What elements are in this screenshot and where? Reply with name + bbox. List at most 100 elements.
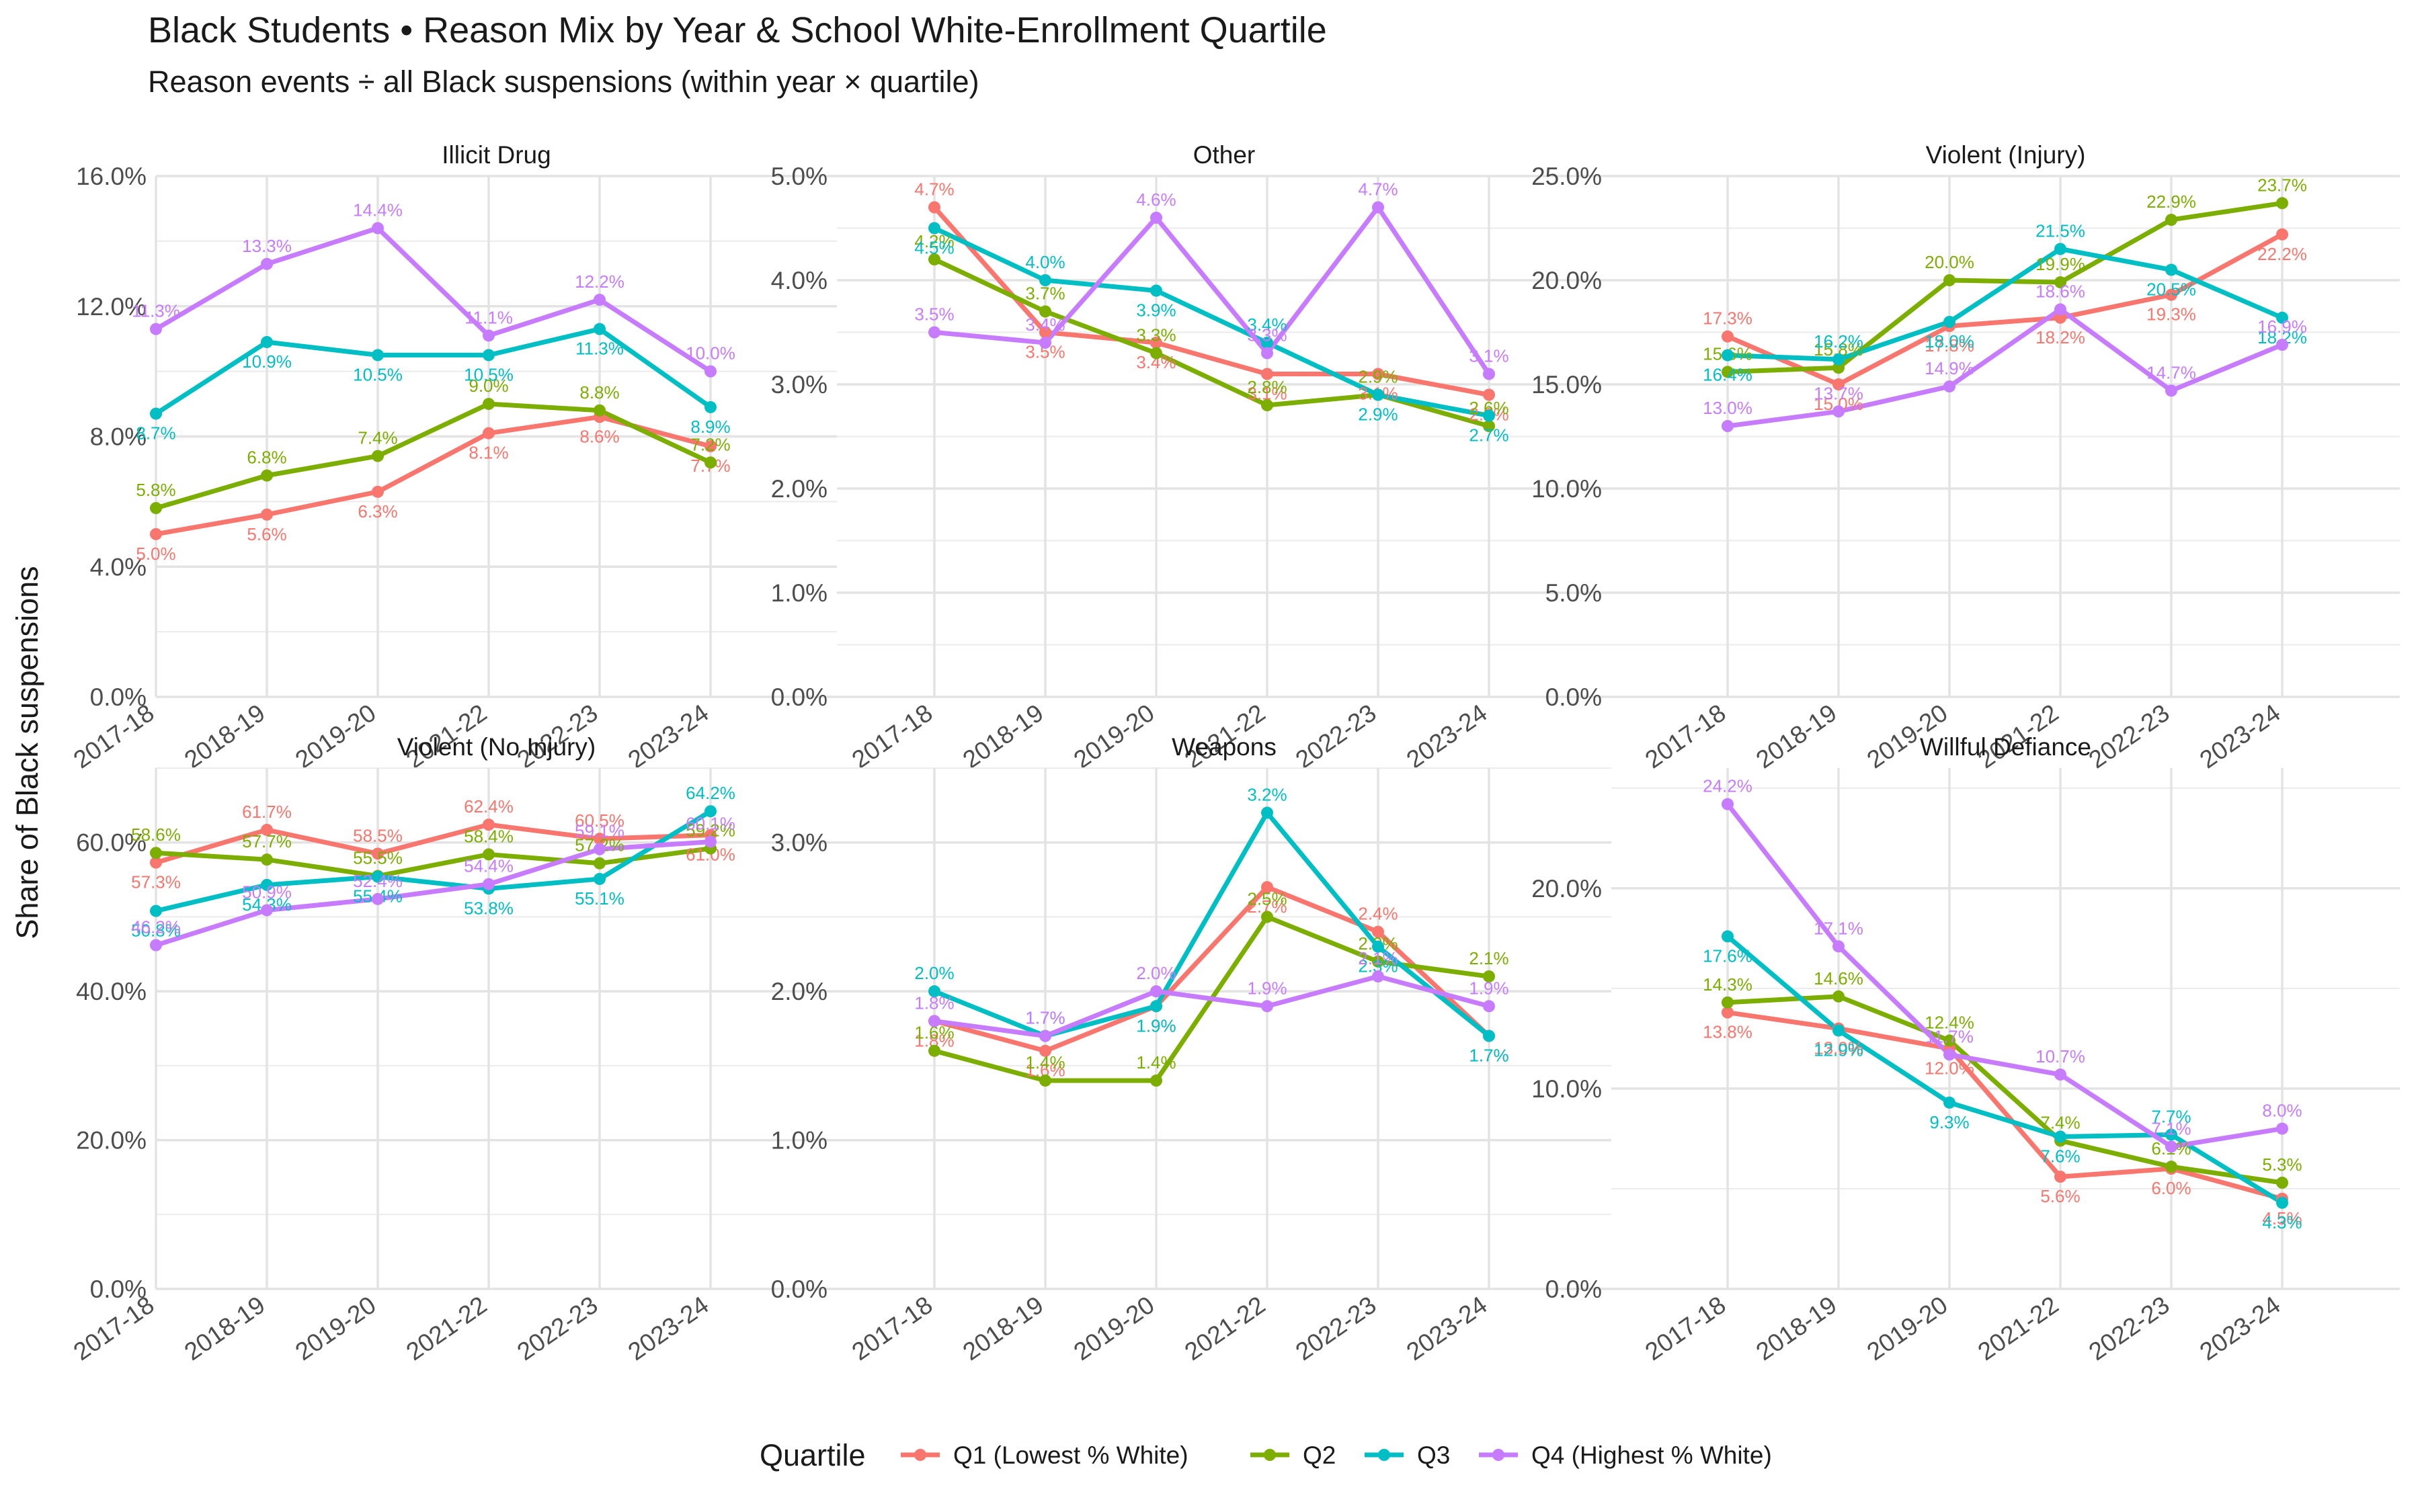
data-label: 14.3% [1703,974,1752,995]
data-point [1483,420,1495,432]
x-tick-label: 2017-18 [1640,699,1731,773]
data-label: 7.6% [2040,1146,2080,1166]
data-label: 17.6% [1703,946,1752,966]
data-point [2054,1068,2066,1081]
facet-label: Willful Defiance [1920,733,2091,761]
data-point [1372,368,1384,380]
data-label: 50.8% [131,921,181,941]
data-point [2054,311,2066,324]
data-point [483,878,495,890]
data-label: 58.6% [131,825,181,845]
data-point [1483,409,1495,422]
data-point [261,853,273,866]
x-tick-label: 2022-23 [2084,699,2175,773]
data-label: 4.3% [2262,1212,2302,1232]
data-label: 55.1% [575,888,624,909]
data-point [1832,405,1845,418]
data-label: 7.4% [358,428,397,448]
data-point [483,398,495,411]
data-label: 1.4% [1025,1052,1065,1073]
data-point [2054,1130,2066,1143]
data-point [1832,378,1845,390]
data-point [483,848,495,861]
data-label: 17.3% [1703,308,1752,329]
series-line-q4-highest-white [153,839,713,948]
data-point [261,878,273,891]
data-label: 1.7% [1469,1046,1508,1066]
series-line-q3 [153,808,713,914]
data-point [261,336,273,349]
series-line-q1-lowest-white [932,205,1492,397]
data-point [1150,337,1162,349]
data-label: 58.5% [353,825,403,845]
data-point [1943,1034,1955,1047]
data-label: 12.0% [1925,1058,1974,1078]
data-point [1483,1030,1495,1042]
y-tick-label: 3.0% [771,829,828,857]
data-label: 2.9% [1358,367,1398,387]
x-tick-label: 2017-18 [1640,1291,1731,1366]
data-point [1150,1075,1162,1087]
data-label: 18.2% [2035,327,2085,347]
data-label: 3.3% [1136,325,1176,345]
data-point [1372,925,1384,938]
x-tick-label: 2022-23 [2084,1291,2175,1366]
data-label: 10.5% [353,364,403,384]
data-point [928,201,940,214]
data-point [2054,276,2066,289]
data-point [1722,349,1734,362]
series-line-q4-highest-white [1725,306,2285,429]
data-point [1150,212,1162,224]
data-point [1722,930,1734,943]
data-label: 7.7% [2151,1106,2191,1126]
y-tick-label: 20.0% [1531,267,1602,294]
y-tick-label: 5.0% [771,163,828,190]
data-label: 4.5% [914,238,954,258]
data-label: 10.7% [2035,1046,2085,1066]
series-line-q1-lowest-white [932,884,1492,1054]
panel-violent-no-injury: 0.0%20.0%40.0%60.0%2017-18 2018-19 2019-20… [69,733,837,1366]
data-point [2276,1177,2288,1189]
data-label: 3.4% [1025,314,1065,335]
data-point [261,508,273,521]
data-label: 7.1% [2151,1118,2191,1138]
x-tick-label: 2019-20 [290,1291,381,1366]
data-point [1722,366,1734,378]
legend-swatch-point [914,1449,926,1461]
data-point [2276,228,2288,241]
facet-label: Violent (No Injury) [397,733,596,761]
y-tick-label: 20.0% [1531,875,1602,902]
y-tick-label: 25.0% [1531,163,1602,190]
data-label: 61.7% [242,802,292,822]
data-point [2276,197,2288,210]
x-tick-label: 2019-20 [290,699,381,773]
data-point [1832,990,1845,1003]
data-label: 23.7% [2257,175,2307,195]
data-point [1483,368,1495,380]
data-point [1039,337,1051,349]
data-point [1372,940,1384,953]
data-point [2165,384,2177,397]
data-label: 3.5% [914,304,954,325]
legend-label: Q3 [1417,1441,1450,1469]
data-label: 4.2% [914,231,954,251]
data-point [1261,881,1273,894]
x-tick-label: 2023-24 [623,699,714,773]
series-line-q3 [153,327,713,417]
legend-title: Quartile [760,1438,866,1472]
data-point [928,1044,940,1057]
data-label: 2.0% [1136,963,1176,983]
data-label: 1.7% [1469,1046,1508,1066]
data-label: 16.9% [2257,317,2307,337]
x-tick-label: 2022-23 [512,1291,603,1366]
series-line-q1-lowest-white [1725,1010,2285,1202]
legend: Quartile Q1 (Lowest % White) Q2 Q3 Q4 (Highe… [760,1438,1772,1472]
data-point [704,401,717,413]
y-tick-label: 4.0% [771,267,828,294]
data-label: 60.1% [686,814,735,834]
data-point [928,326,940,339]
data-label: 62.4% [464,796,514,816]
legend-label: Q2 [1303,1441,1336,1469]
data-point [1261,911,1273,923]
x-tick-label: 2019-20 [1069,699,1160,773]
